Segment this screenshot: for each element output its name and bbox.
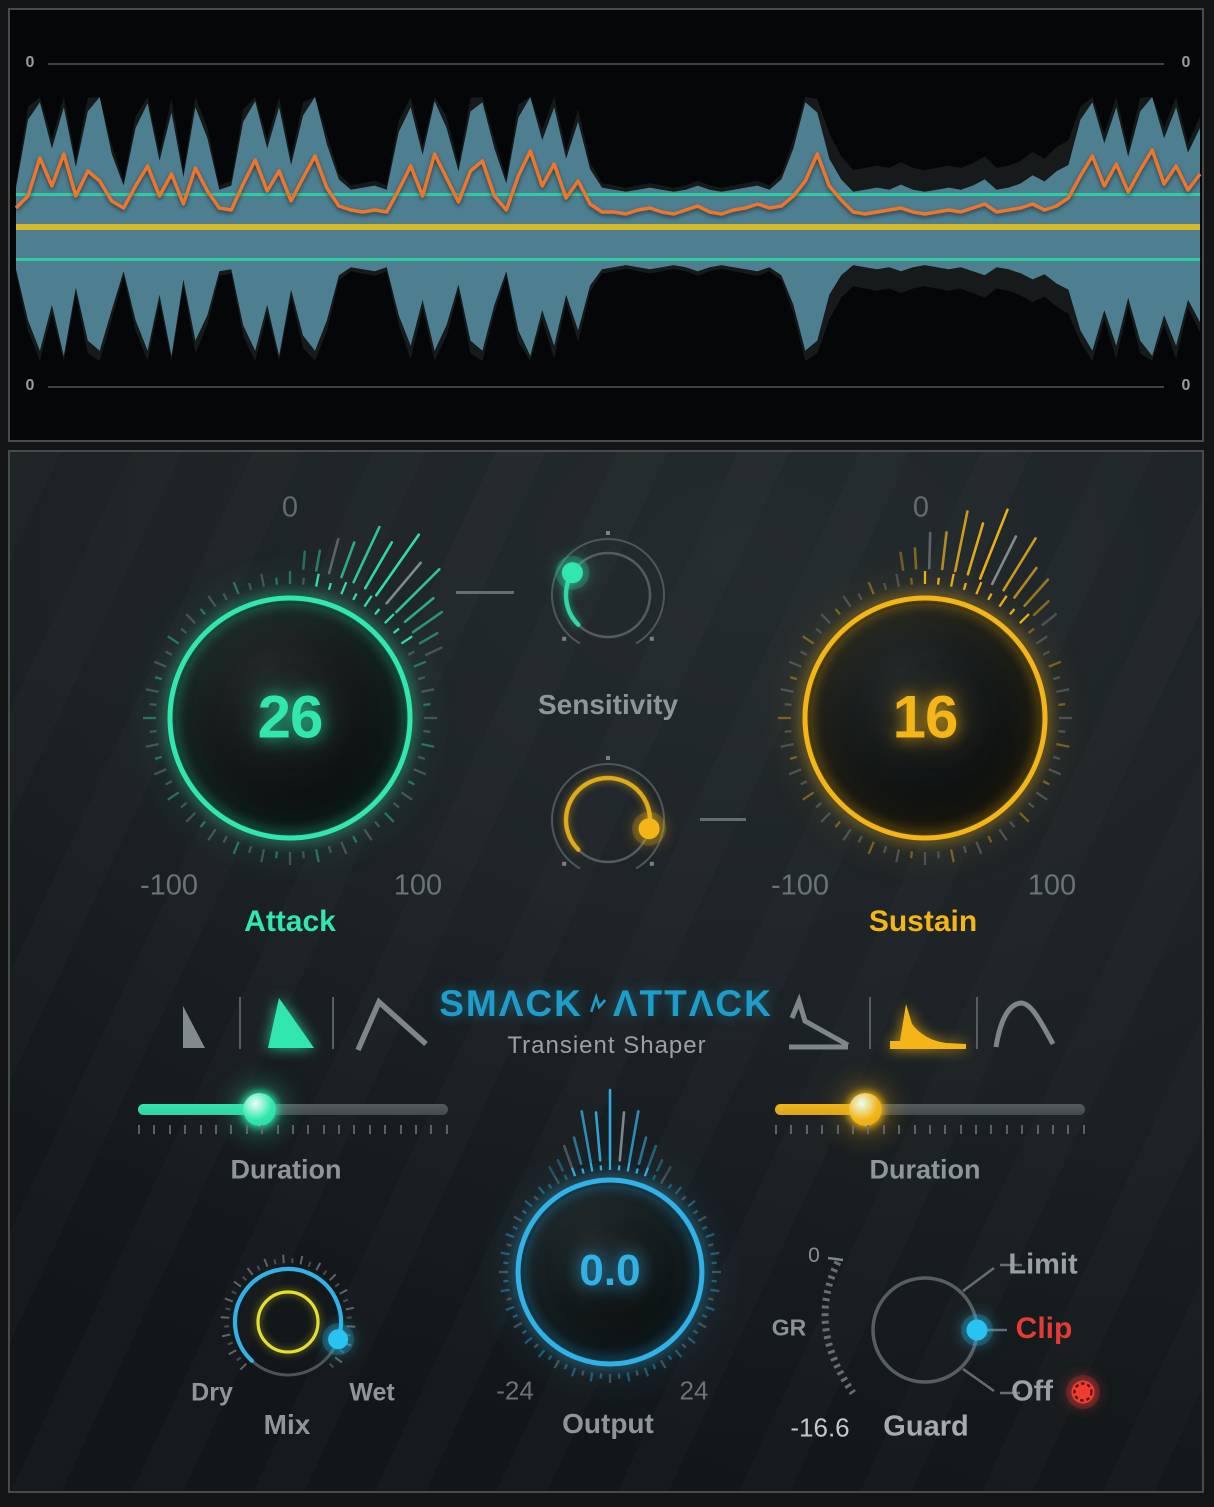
- shape-separator: [239, 997, 241, 1049]
- attack-scale-zero: 0: [281, 491, 299, 524]
- attack-knob[interactable]: [60, 488, 520, 948]
- sustain-duration-label: Duration: [869, 1154, 981, 1185]
- output-value: 0.0: [579, 1246, 641, 1295]
- sustain-duration-slider-fill: [775, 1104, 865, 1115]
- sustain-value: 16: [892, 683, 959, 751]
- logo-text-smack: SMΛCK: [439, 983, 583, 1024]
- sustain-knob[interactable]: [695, 488, 1155, 948]
- mix-wet-label: Wet: [349, 1378, 395, 1407]
- sustain-sensitivity-connector-line: [700, 818, 746, 821]
- guard-option-limit[interactable]: Limit: [1008, 1248, 1078, 1281]
- waveform-plot: [10, 10, 1202, 440]
- sustain-duration-slider-handle[interactable]: [848, 1093, 882, 1126]
- logo: SMΛCK ΛTTΛCK: [439, 983, 773, 1025]
- attack-label: Attack: [244, 905, 336, 938]
- attack-duration-slider-ticks: [138, 1125, 448, 1134]
- sustain-sensitivity-knob[interactable]: [533, 745, 683, 895]
- sustain-scale-min: -100: [770, 869, 830, 902]
- attack-shape-medium-icon-selected[interactable]: [262, 992, 318, 1054]
- guard-option-clip-selected[interactable]: Clip: [1015, 1312, 1073, 1345]
- mix-dry-label: Dry: [191, 1378, 233, 1407]
- sustain-duration-slider-ticks: [775, 1125, 1085, 1134]
- attack-duration-slider-track[interactable]: [138, 1104, 448, 1115]
- attack-duration-slider-fill: [138, 1104, 259, 1115]
- attack-sensitivity-knob[interactable]: [533, 520, 683, 670]
- logo-text-attack: ΛTTΛCK: [612, 983, 773, 1024]
- gr-meter-label: GR: [771, 1314, 807, 1341]
- logo-subtitle: Transient Shaper: [507, 1032, 707, 1059]
- attack-scale-min: -100: [139, 869, 199, 902]
- attack-shape-sharp-icon[interactable]: [176, 992, 212, 1054]
- sustain-duration-slider-track[interactable]: [775, 1104, 1085, 1115]
- waveform-display-panel: [8, 8, 1204, 442]
- attack-value: 26: [257, 683, 324, 751]
- attack-scale-max: 100: [393, 869, 443, 902]
- gr-meter-value: -16.6: [790, 1412, 850, 1443]
- wave-scale-zero-bottom-left: 0: [25, 377, 35, 394]
- shape-separator: [332, 997, 334, 1049]
- attack-shape-wide-icon[interactable]: [354, 992, 430, 1054]
- output-scale-max: 24: [679, 1375, 709, 1406]
- guard-option-off[interactable]: Off: [1011, 1375, 1053, 1408]
- output-scale-min: -24: [496, 1375, 534, 1406]
- wave-scale-zero-top-left: 0: [25, 54, 35, 71]
- guard-label: Guard: [883, 1410, 969, 1443]
- output-knob[interactable]: [420, 1082, 800, 1462]
- attack-duration-label: Duration: [230, 1154, 342, 1185]
- mix-knob[interactable]: [203, 1237, 373, 1407]
- sensitivity-label: Sensitivity: [537, 689, 679, 720]
- sustain-shape-rounded-icon[interactable]: [991, 992, 1061, 1054]
- sustain-scale-zero: 0: [912, 491, 930, 524]
- output-label: Output: [562, 1408, 654, 1439]
- wave-scale-zero-top-right: 0: [1181, 54, 1191, 71]
- sustain-shape-exponential-icon-selected[interactable]: [886, 992, 972, 1054]
- wave-scale-zero-bottom-right: 0: [1181, 377, 1191, 394]
- logo-transient-mark-icon: [589, 992, 606, 1013]
- shape-separator: [869, 997, 871, 1049]
- sustain-label: Sustain: [868, 905, 978, 938]
- guard-knob[interactable]: [770, 1235, 1130, 1435]
- mix-label: Mix: [263, 1409, 311, 1440]
- attack-duration-slider-handle[interactable]: [242, 1093, 276, 1126]
- attack-sensitivity-connector-line: [456, 591, 514, 594]
- sustain-scale-max: 100: [1027, 869, 1077, 902]
- sustain-shape-linear-icon[interactable]: [786, 992, 856, 1054]
- gr-meter-zero: 0: [808, 1244, 820, 1267]
- shape-separator: [976, 997, 978, 1049]
